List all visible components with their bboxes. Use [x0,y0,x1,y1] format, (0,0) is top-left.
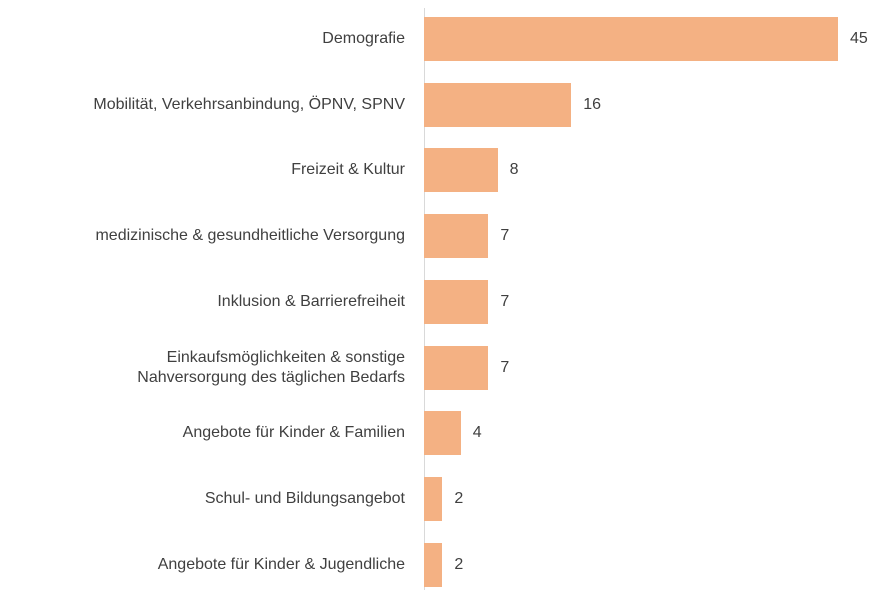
data-label: 7 [500,358,510,376]
bar [424,542,443,587]
data-label: 16 [583,95,601,113]
bar [424,148,498,193]
bar [424,476,443,521]
bar [424,17,838,61]
category-label: Einkaufsmöglichkeiten & sonstige Nahvers… [137,348,405,386]
category-label: Angebote für Kinder & Familien [182,424,405,442]
data-label: 2 [454,555,464,573]
data-label: 4 [472,424,482,442]
bar [424,345,489,390]
bar [424,411,461,456]
category-label: Demografie [322,30,405,47]
bar [424,214,489,259]
data-label: 7 [500,292,510,310]
data-label: 45 [850,30,868,47]
category-label: medizinische & gesundheitliche Versorgun… [95,227,405,245]
bar [424,279,489,324]
data-label: 2 [454,489,464,507]
bar [424,82,572,127]
data-label: 7 [500,227,510,245]
category-label: Inklusion & Barrierefreiheit [217,292,405,310]
category-label: Freizeit & Kultur [291,161,405,179]
category-label: Mobilität, Verkehrsanbindung, ÖPNV, SPNV [93,95,405,113]
category-label: Schul- und Bildungsangebot [204,489,405,507]
category-label: Angebote für Kinder & Jugendliche [157,555,405,573]
data-label: 8 [509,161,519,179]
